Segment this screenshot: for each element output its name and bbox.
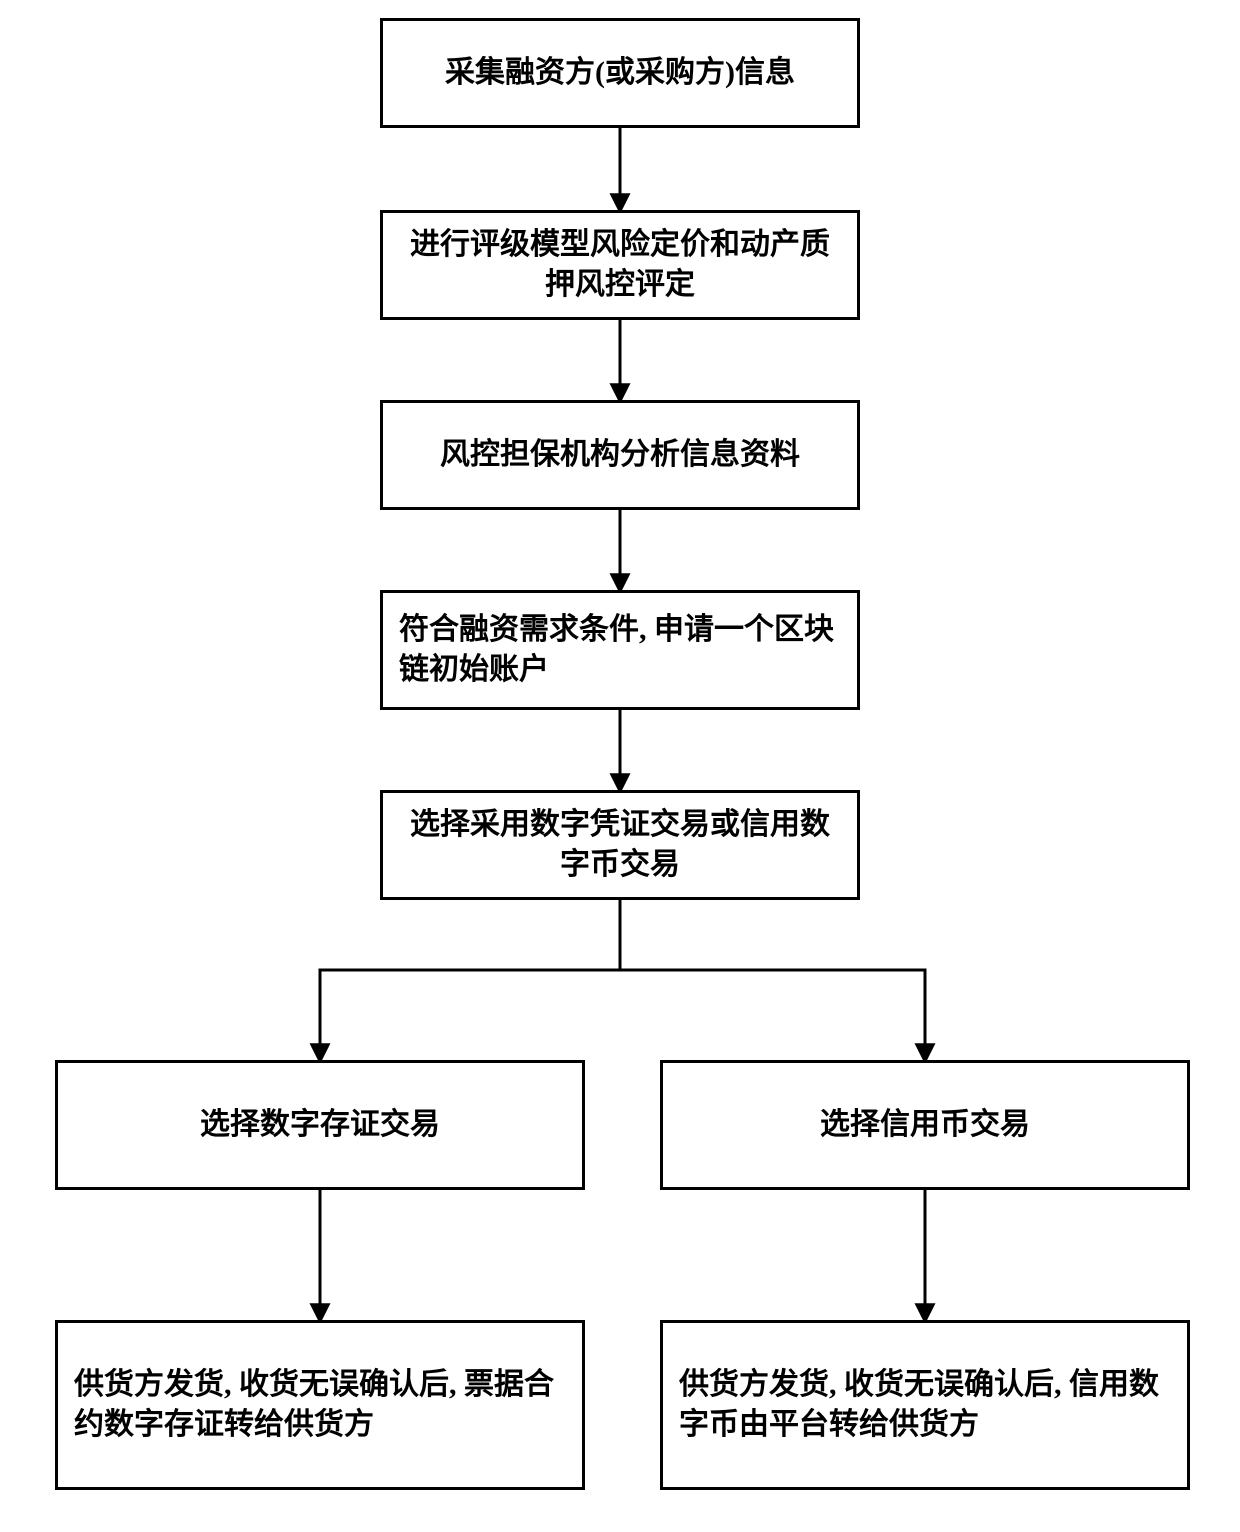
flow-node-n2: 进行评级模型风险定价和动产质押风控评定 bbox=[380, 210, 860, 320]
flow-node-label: 选择采用数字凭证交易或信用数字币交易 bbox=[399, 805, 841, 886]
flow-edge-n5-n7 bbox=[620, 900, 925, 1060]
flow-node-n4: 符合融资需求条件, 申请一个区块链初始账户 bbox=[380, 590, 860, 710]
flow-node-label: 供货方发货, 收货无误确认后, 信用数字币由平台转给供货方 bbox=[679, 1365, 1171, 1446]
flow-node-n6: 选择数字存证交易 bbox=[55, 1060, 585, 1190]
flow-node-label: 选择数字存证交易 bbox=[200, 1105, 440, 1146]
flow-node-label: 供货方发货, 收货无误确认后, 票据合约数字存证转给供货方 bbox=[74, 1365, 566, 1446]
flow-node-label: 选择信用币交易 bbox=[820, 1105, 1030, 1146]
flowchart-canvas: 采集融资方(或采购方)信息进行评级模型风险定价和动产质押风控评定风控担保机构分析… bbox=[0, 0, 1240, 1532]
flow-node-n9: 供货方发货, 收货无误确认后, 信用数字币由平台转给供货方 bbox=[660, 1320, 1190, 1490]
flow-node-n7: 选择信用币交易 bbox=[660, 1060, 1190, 1190]
flow-node-n1: 采集融资方(或采购方)信息 bbox=[380, 18, 860, 128]
flow-node-label: 采集融资方(或采购方)信息 bbox=[445, 53, 795, 94]
flow-edge-n5-n6 bbox=[320, 900, 620, 1060]
flow-node-label: 进行评级模型风险定价和动产质押风控评定 bbox=[399, 225, 841, 306]
flow-node-label: 符合融资需求条件, 申请一个区块链初始账户 bbox=[399, 610, 841, 691]
flow-node-n8: 供货方发货, 收货无误确认后, 票据合约数字存证转给供货方 bbox=[55, 1320, 585, 1490]
flow-node-n3: 风控担保机构分析信息资料 bbox=[380, 400, 860, 510]
flow-node-label: 风控担保机构分析信息资料 bbox=[440, 435, 800, 476]
flow-node-n5: 选择采用数字凭证交易或信用数字币交易 bbox=[380, 790, 860, 900]
